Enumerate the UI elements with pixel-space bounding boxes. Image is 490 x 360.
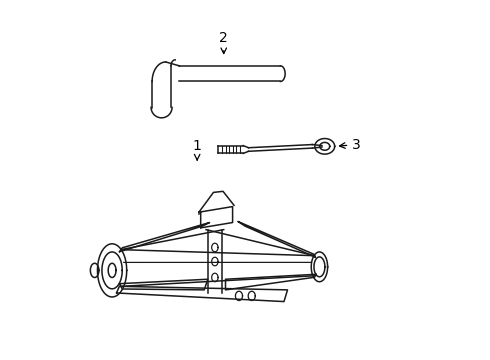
Text: 3: 3 xyxy=(340,138,361,152)
Text: 1: 1 xyxy=(193,139,201,160)
Text: 2: 2 xyxy=(220,31,228,54)
